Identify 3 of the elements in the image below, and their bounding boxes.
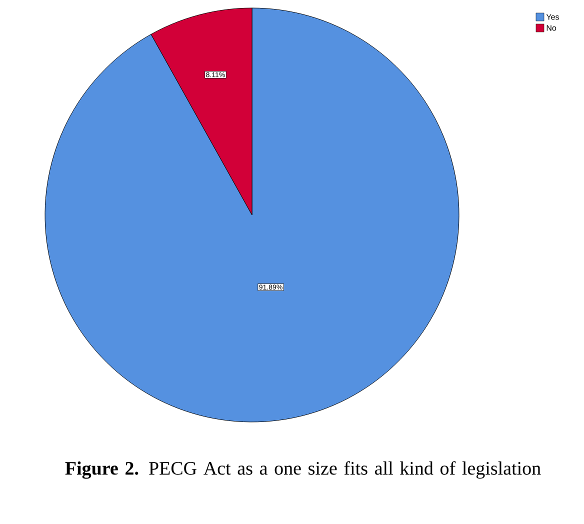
legend-label: No: [546, 25, 556, 31]
legend-label: Yes: [546, 14, 559, 20]
text: Figure 2. PECG Act as a one size fits all kind of legislation: [65, 461, 541, 479]
